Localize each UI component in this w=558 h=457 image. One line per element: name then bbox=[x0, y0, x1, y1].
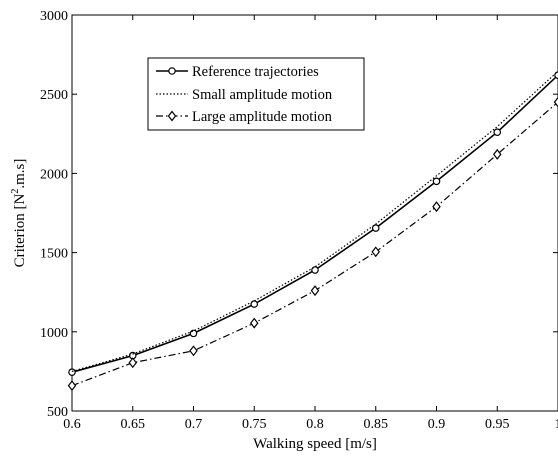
data-point bbox=[68, 368, 76, 376]
data-point bbox=[67, 380, 77, 392]
x-tick-label: 0.85 bbox=[364, 417, 389, 432]
data-point bbox=[128, 357, 138, 369]
legend: Reference trajectories Small amplitude m… bbox=[147, 57, 365, 131]
legend-label-large: Large amplitude motion bbox=[192, 109, 333, 125]
x-axis-label: Walking speed [m/s] bbox=[253, 436, 377, 452]
legend-label-reference: Reference trajectories bbox=[192, 64, 319, 80]
x-tick-label: 0.8 bbox=[306, 417, 324, 432]
x-tick-label: 0.65 bbox=[121, 417, 146, 432]
x-tick-label: 1 bbox=[555, 417, 558, 432]
x-axis: 0.6 0.65 0.7 0.75 0.8 0.85 0.9 0.95 1 bbox=[63, 15, 558, 432]
data-point bbox=[189, 345, 198, 357]
x-tick-label: 0.7 bbox=[185, 417, 203, 432]
data-point bbox=[432, 177, 441, 186]
y-axis-label: Criterion [N2.m.s] bbox=[10, 159, 28, 268]
data-point bbox=[189, 329, 198, 338]
data-point bbox=[493, 128, 502, 137]
y-tick-label: 2000 bbox=[40, 167, 68, 182]
x-tick-label: 0.95 bbox=[485, 417, 510, 432]
x-tick-label: 0.75 bbox=[242, 417, 267, 432]
y-tick-label: 1500 bbox=[40, 247, 68, 262]
data-point bbox=[249, 317, 259, 329]
data-point bbox=[250, 300, 259, 308]
y-axis: 500 1000 1500 2000 2500 3000 bbox=[40, 9, 558, 420]
x-tick-label: 0.9 bbox=[428, 417, 446, 432]
y-tick-label: 3000 bbox=[40, 9, 68, 24]
x-tick-label: 0.6 bbox=[63, 417, 81, 432]
data-point bbox=[553, 96, 558, 108]
legend-marker-reference bbox=[168, 67, 176, 75]
data-point bbox=[310, 285, 320, 297]
y-tick-label: 1000 bbox=[40, 326, 68, 341]
data-point bbox=[432, 201, 441, 213]
data-point bbox=[371, 224, 380, 232]
data-point bbox=[492, 148, 502, 160]
y-tick-label: 2500 bbox=[40, 88, 68, 103]
legend-marker-large bbox=[167, 110, 177, 122]
series-layer bbox=[67, 70, 558, 392]
series-line-1 bbox=[71, 70, 558, 372]
legend-label-small: Small amplitude motion bbox=[192, 87, 333, 103]
y-tick-label: 500 bbox=[47, 405, 68, 420]
data-point bbox=[371, 246, 381, 258]
